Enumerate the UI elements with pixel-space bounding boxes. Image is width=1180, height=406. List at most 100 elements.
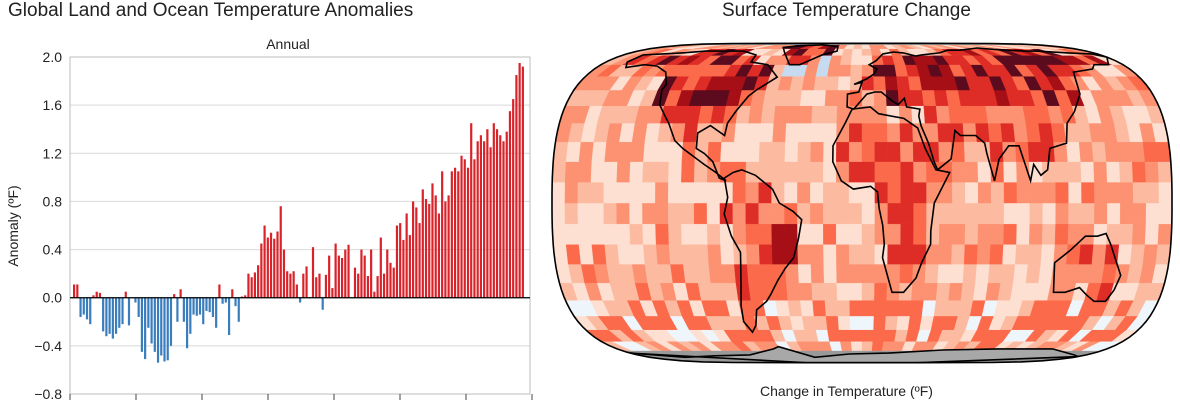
map-cell <box>1107 202 1121 225</box>
map-cell <box>1093 161 1108 183</box>
map-cell <box>977 223 992 245</box>
map-cell <box>837 76 851 91</box>
map-cell <box>590 161 605 183</box>
bar <box>186 297 189 349</box>
bar <box>370 249 373 298</box>
map-cell <box>911 282 926 301</box>
map-cell <box>775 89 791 106</box>
map-cell <box>962 122 978 143</box>
map-cell <box>965 202 979 225</box>
bar <box>156 297 160 363</box>
map-cell <box>721 122 737 143</box>
map-cell <box>937 122 952 143</box>
map-cell <box>990 223 1005 245</box>
map-cell <box>987 122 1003 143</box>
map-cell <box>951 161 966 183</box>
map-cell <box>1129 141 1146 162</box>
map-cell <box>837 315 851 330</box>
map-cell <box>900 202 914 225</box>
map-cell <box>1041 223 1056 245</box>
map-cell <box>885 300 900 317</box>
map-cell <box>823 244 837 265</box>
map-cell <box>758 181 772 204</box>
bar <box>195 297 198 316</box>
map-cell <box>850 329 863 342</box>
map-cell <box>797 202 811 225</box>
bar <box>476 141 479 298</box>
bar <box>234 297 237 307</box>
map-cell <box>564 223 580 245</box>
map-cell <box>1054 223 1069 245</box>
bar <box>357 273 360 298</box>
map-cell <box>1080 161 1095 183</box>
map-cell <box>786 105 801 124</box>
bar <box>73 284 76 298</box>
bar <box>166 297 169 361</box>
map-cell <box>784 161 798 183</box>
bar <box>447 195 450 298</box>
map-cell <box>1104 141 1120 162</box>
map-cell <box>1106 223 1121 245</box>
map-cell <box>681 244 697 265</box>
map-cell <box>655 202 669 225</box>
map-cell <box>823 122 837 143</box>
bar <box>437 213 441 298</box>
map-cell <box>883 329 897 342</box>
y-tick-label: −0.4 <box>34 338 62 354</box>
map-cell <box>642 223 657 245</box>
map-cell <box>1131 223 1147 245</box>
bar <box>518 63 521 298</box>
map-cell <box>629 181 643 204</box>
map-cell <box>758 202 772 225</box>
map-cell <box>732 202 747 225</box>
bar <box>373 291 376 298</box>
bar <box>431 183 434 298</box>
map-cell <box>900 161 914 183</box>
bar <box>266 237 269 298</box>
map-cell <box>797 181 811 204</box>
map-cell <box>578 244 595 265</box>
bar <box>340 258 344 298</box>
map-cell <box>975 263 990 284</box>
map-cell <box>1068 202 1082 225</box>
map-cell <box>861 122 875 143</box>
map-cell <box>1013 122 1029 143</box>
map-cell <box>630 141 646 162</box>
map-cell <box>990 181 1005 204</box>
map-cell <box>746 263 762 284</box>
map-cell <box>848 161 863 183</box>
continent-outline <box>831 106 951 294</box>
map-cell <box>552 181 566 204</box>
map-cell <box>707 244 722 265</box>
map-cell <box>1117 244 1133 265</box>
map-cell <box>823 141 837 162</box>
bar <box>218 284 221 298</box>
map-cell <box>1157 223 1172 245</box>
map-cell <box>837 300 851 317</box>
map-cell <box>590 202 605 225</box>
map-cell <box>577 161 593 183</box>
bar <box>240 296 244 298</box>
map-cell <box>642 161 657 183</box>
map-cell <box>1040 141 1056 162</box>
map-cell <box>1055 181 1069 204</box>
map-cell <box>963 141 979 162</box>
bar <box>424 199 428 298</box>
map-cell <box>1094 181 1108 204</box>
map-cell <box>1003 223 1018 245</box>
map-cell <box>1145 181 1160 204</box>
map-cell <box>1029 223 1043 245</box>
bar <box>250 277 253 298</box>
bar <box>79 297 82 317</box>
map-cell <box>552 161 567 183</box>
map-cell <box>771 141 786 162</box>
bar <box>237 297 240 322</box>
left-chart-title: Global Land and Ocean Temperature Anomal… <box>8 0 414 21</box>
map-cell <box>827 329 841 342</box>
bar <box>453 167 457 298</box>
map-cell <box>836 105 850 124</box>
y-tick-label: 2.0 <box>43 49 63 65</box>
bar <box>508 111 512 298</box>
map-cell <box>552 223 567 245</box>
map-cell <box>798 282 813 301</box>
